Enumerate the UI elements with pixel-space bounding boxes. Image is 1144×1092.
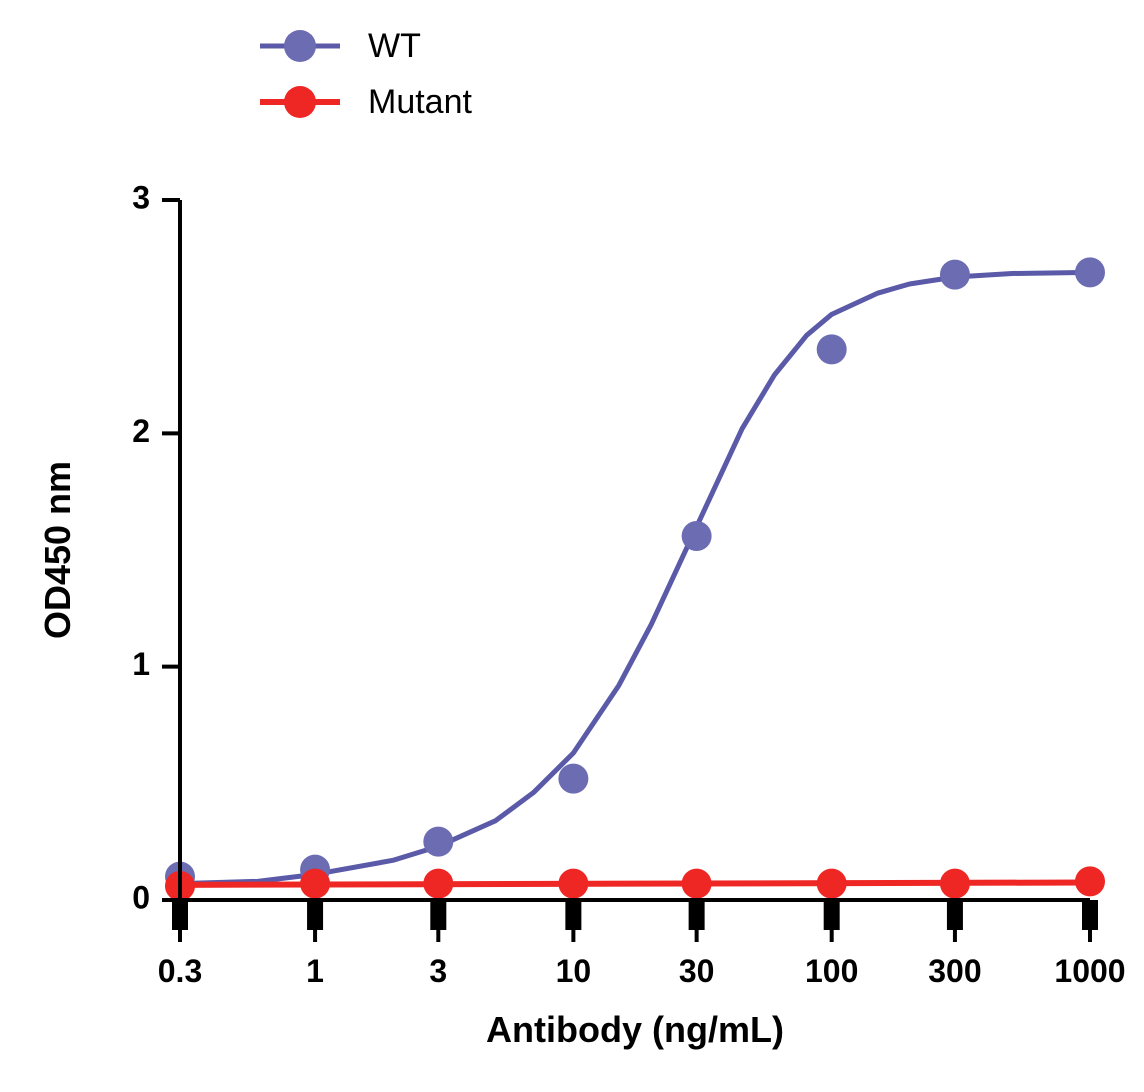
series-marker-mutant — [423, 869, 453, 899]
legend-label-wt: WT — [368, 27, 421, 65]
x-tick-label: 10 — [556, 953, 592, 989]
x-axis-title: Antibody (ng/mL) — [486, 1009, 784, 1050]
legend-marker-wt — [284, 30, 316, 62]
series-marker-mutant — [682, 869, 712, 899]
series-marker-mutant — [940, 869, 970, 899]
y-tick-label: 0 — [132, 879, 150, 915]
legend-marker-mutant — [284, 86, 316, 118]
x-tick-label: 1 — [306, 953, 324, 989]
y-tick-label: 2 — [132, 413, 150, 449]
series-marker-wt — [423, 827, 453, 857]
series-marker-mutant — [300, 869, 330, 899]
y-axis-title: OD450 nm — [37, 461, 78, 639]
series-marker-wt — [817, 334, 847, 364]
series-marker-wt — [940, 260, 970, 290]
x-tick-label: 3 — [429, 953, 447, 989]
dose-response-chart: WT Mutant 0 1 2 3 0.3 1 3 10 30 100 300 1000 Antibody … — [0, 0, 1144, 1092]
x-tick-label: 100 — [805, 953, 858, 989]
series-marker-mutant — [1075, 866, 1105, 896]
series-marker-wt — [682, 521, 712, 551]
x-tick-label: 1000 — [1054, 953, 1125, 989]
x-tick-label: 300 — [928, 953, 981, 989]
legend-label-mutant: Mutant — [368, 83, 472, 121]
series-marker-mutant — [558, 869, 588, 899]
y-tick-label: 3 — [132, 179, 150, 215]
x-tick-label: 30 — [679, 953, 715, 989]
series-marker-mutant — [817, 869, 847, 899]
y-tick-label: 1 — [132, 646, 150, 682]
x-tick-label: 0.3 — [158, 953, 202, 989]
series-marker-wt — [1075, 257, 1105, 287]
series-marker-wt — [558, 764, 588, 794]
